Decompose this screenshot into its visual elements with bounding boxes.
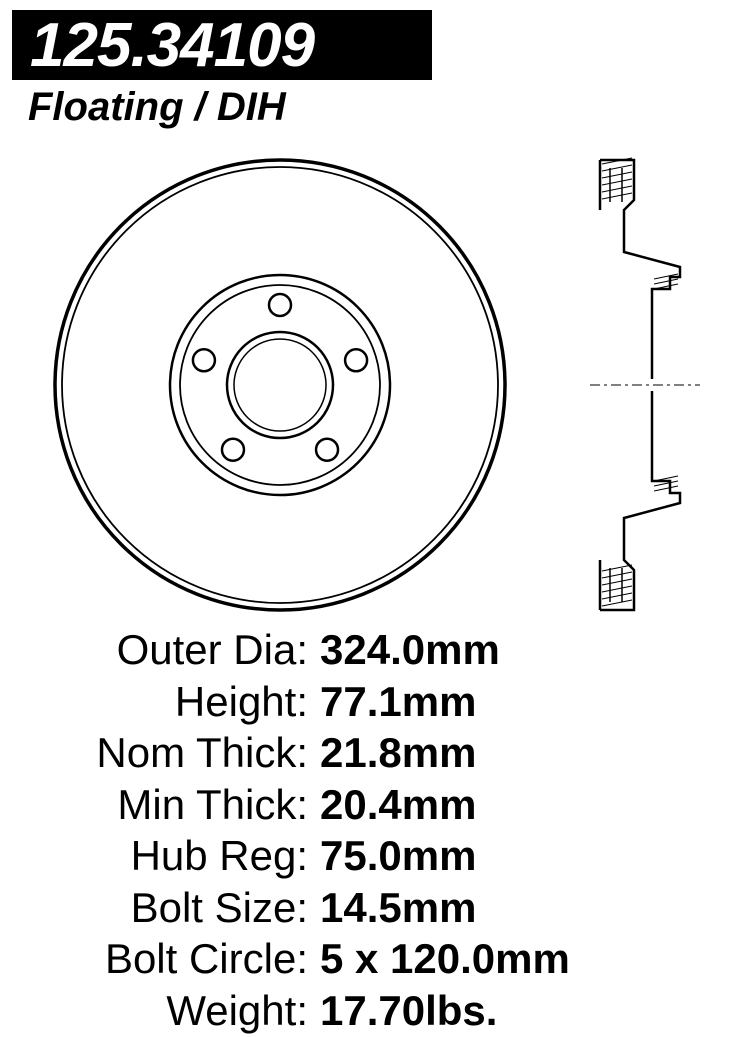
spec-label: Weight: [40, 986, 320, 1036]
spec-value: 21.8mm [320, 728, 476, 778]
spec-value: 77.1mm [320, 677, 476, 727]
spec-label: Hub Reg: [40, 831, 320, 881]
spec-row: Bolt Circle:5 x 120.0mm [40, 934, 702, 984]
spec-label: Bolt Size: [40, 883, 320, 933]
spec-row: Bolt Size:14.5mm [40, 883, 702, 933]
header-bar: 125.34109 [12, 10, 432, 80]
part-number: 125.34109 [30, 10, 314, 81]
spec-label: Height: [40, 677, 320, 727]
spec-label: Min Thick: [40, 780, 320, 830]
spec-row: Weight:17.70lbs. [40, 986, 702, 1036]
spec-label: Bolt Circle: [40, 934, 320, 984]
rotor-diagram-svg [0, 150, 732, 620]
spec-row: Min Thick:20.4mm [40, 780, 702, 830]
spec-row: Hub Reg:75.0mm [40, 831, 702, 881]
subtitle-text: Floating / DIH [28, 85, 286, 130]
spec-label: Nom Thick: [40, 728, 320, 778]
spec-label: Outer Dia: [40, 625, 320, 675]
spec-value: 5 x 120.0mm [320, 934, 570, 984]
spec-value: 20.4mm [320, 780, 476, 830]
spec-value: 75.0mm [320, 831, 476, 881]
technical-diagram [0, 150, 732, 620]
spec-value: 17.70lbs. [320, 986, 497, 1036]
specifications-table: Outer Dia:324.0mmHeight:77.1mmNom Thick:… [0, 625, 732, 1037]
spec-row: Nom Thick:21.8mm [40, 728, 702, 778]
spec-value: 324.0mm [320, 625, 500, 675]
spec-row: Outer Dia:324.0mm [40, 625, 702, 675]
spec-row: Height:77.1mm [40, 677, 702, 727]
spec-value: 14.5mm [320, 883, 476, 933]
